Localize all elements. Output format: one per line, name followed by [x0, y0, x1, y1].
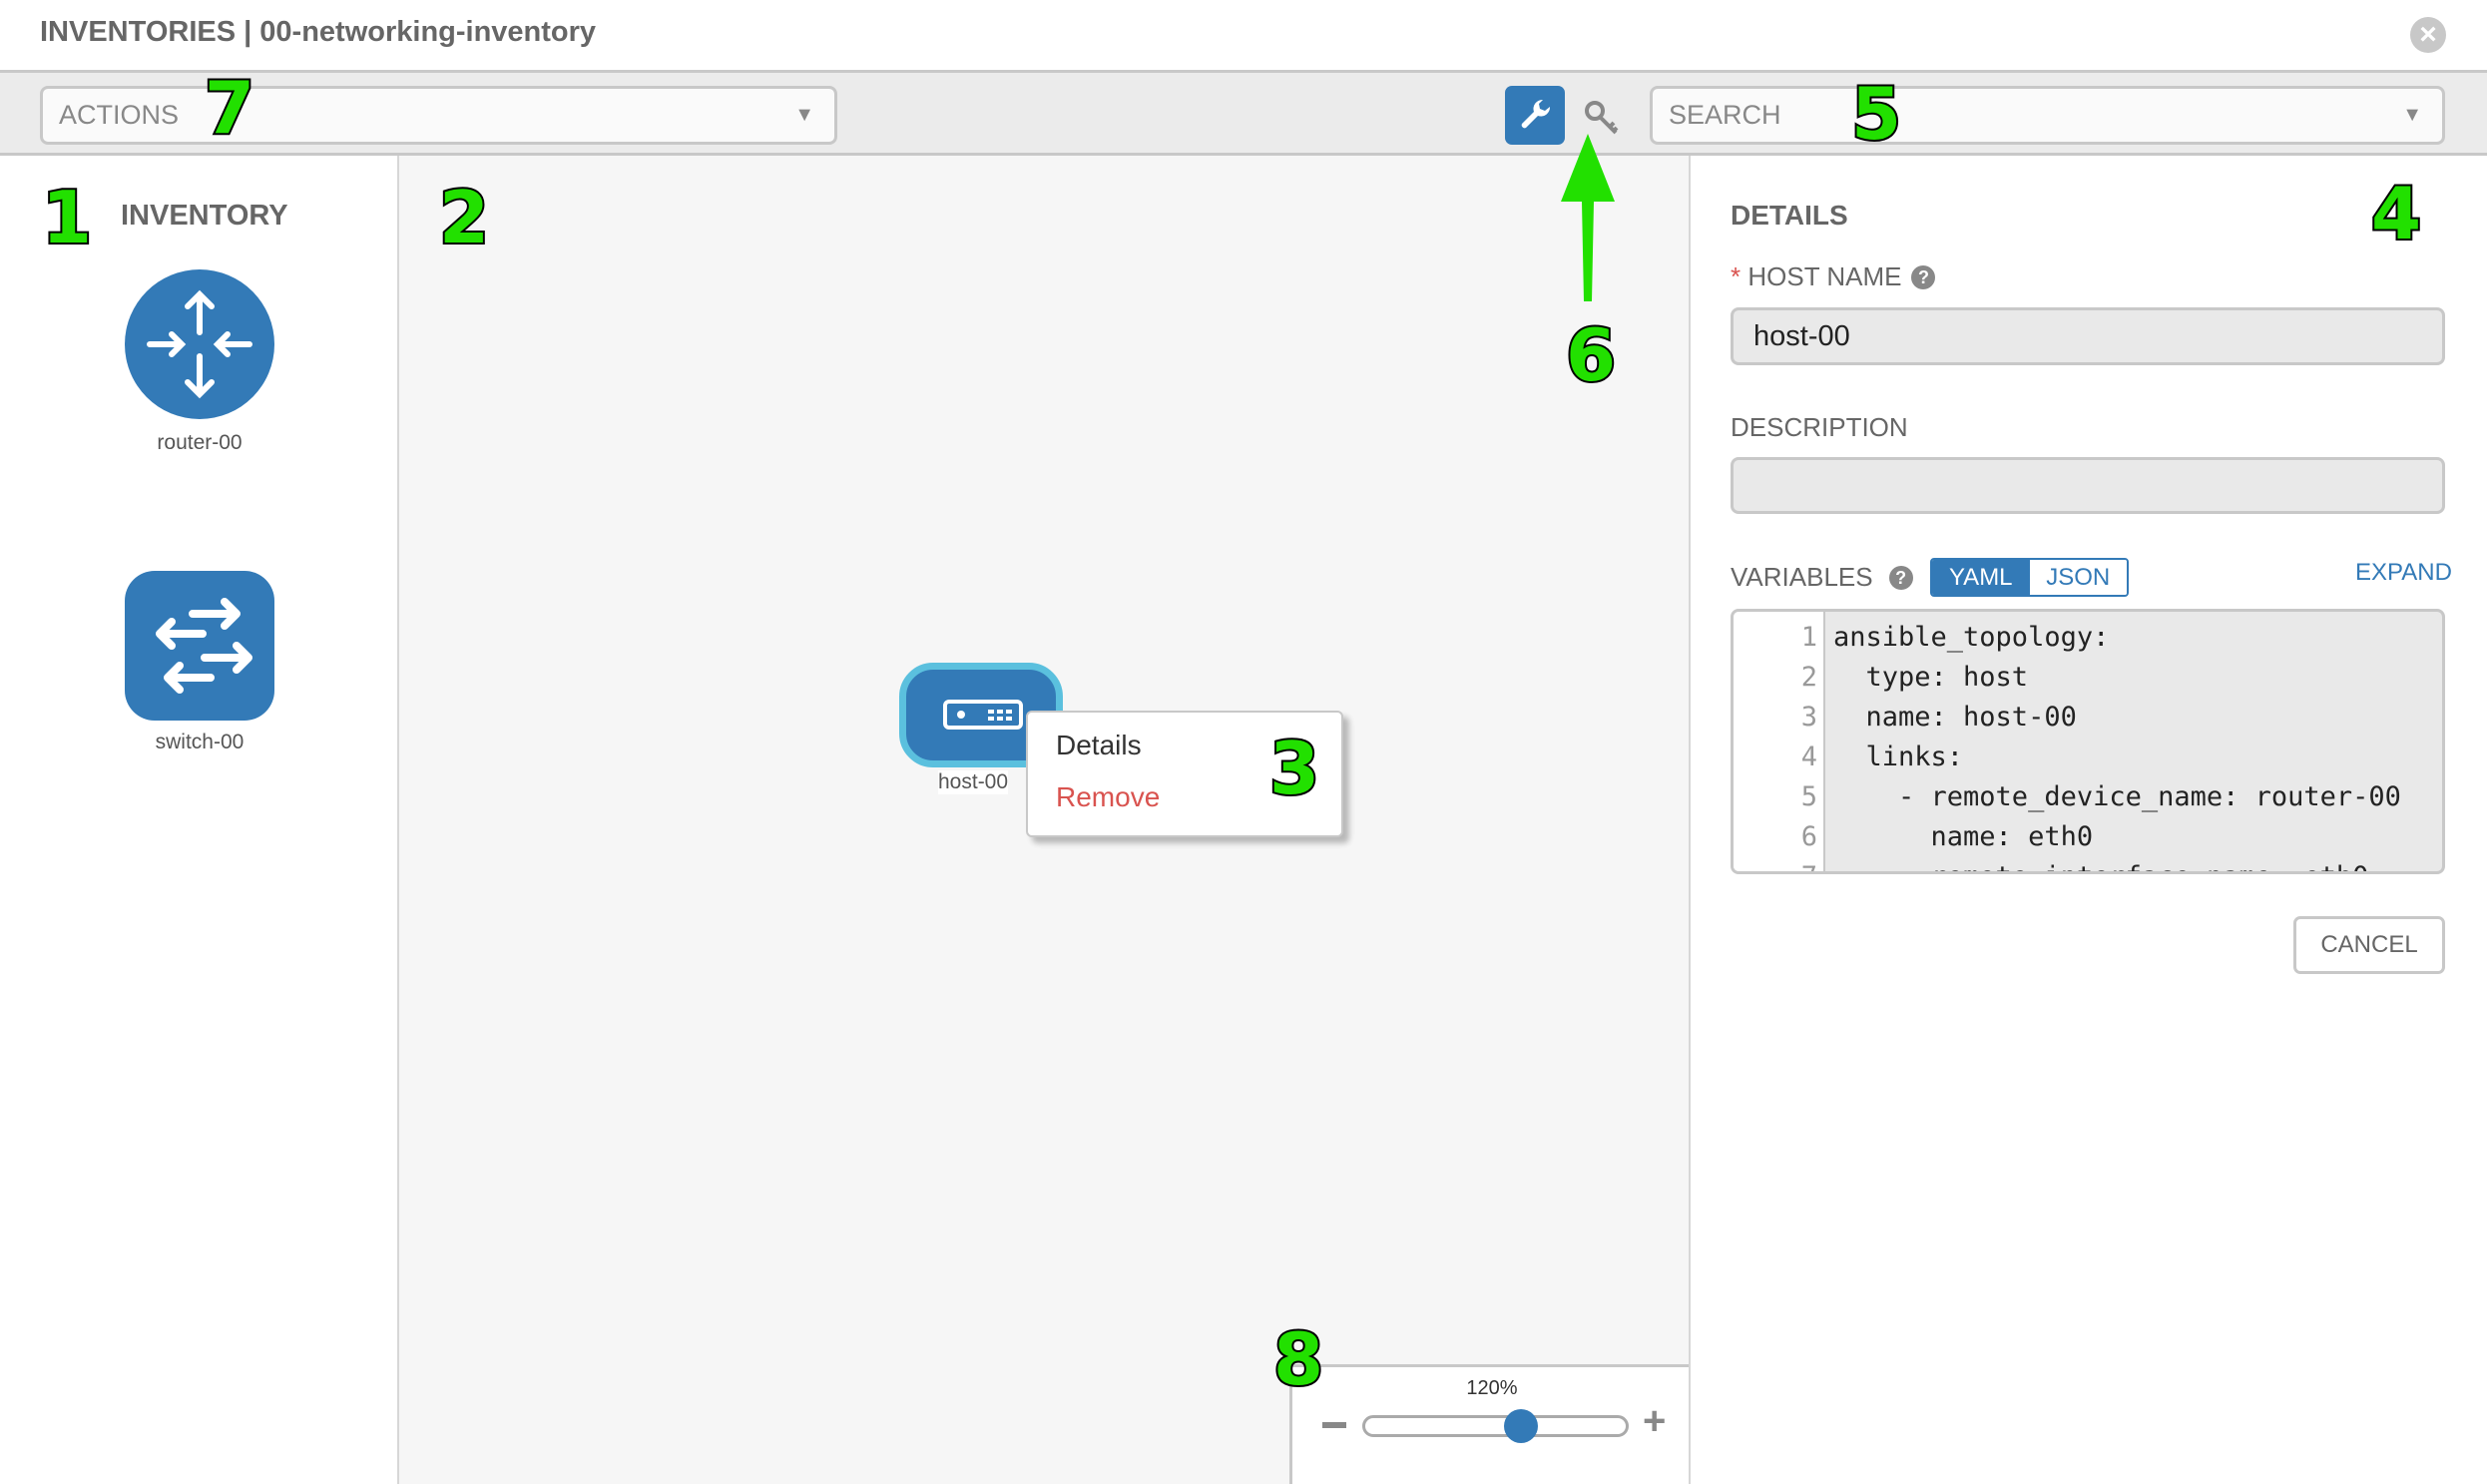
annotation-8: 8: [1271, 1317, 1325, 1401]
annotation-7: 7: [203, 66, 256, 150]
help-icon[interactable]: ?: [1911, 265, 1936, 289]
line-number: 7: [1801, 861, 1817, 871]
line-number: 4: [1800, 742, 1817, 772]
line-number: 3: [1800, 702, 1817, 733]
actions-label: ACTIONS: [59, 100, 180, 130]
line-number: 6: [1800, 821, 1817, 852]
host-name-label: * HOST NAME?: [1731, 261, 1936, 292]
code-line: name: host-00: [1833, 702, 2077, 733]
actions-dropdown[interactable]: ACTIONS ▼: [40, 86, 837, 145]
router-item[interactable]: [125, 269, 274, 419]
zoom-slider-thumb[interactable]: [1504, 1409, 1538, 1443]
code-line: type: host: [1833, 662, 2029, 693]
annotation-4: 4: [2369, 172, 2423, 255]
line-gutter: 1 2 3 4 5 6 7: [1734, 612, 1825, 871]
code-line: links:: [1833, 742, 1964, 772]
inventory-heading: INVENTORY: [121, 200, 288, 232]
annotation-6: 6: [1564, 313, 1618, 397]
menu-item-details[interactable]: Details: [1056, 730, 1142, 760]
menu-item-remove[interactable]: Remove: [1056, 781, 1161, 812]
description-label: DESCRIPTION: [1731, 412, 1908, 442]
code-line: - remote_device_name: router-00: [1833, 781, 2401, 812]
annotation-5: 5: [1849, 72, 1903, 156]
key-button[interactable]: [1580, 96, 1624, 140]
zoom-out-icon[interactable]: [1322, 1422, 1346, 1428]
cancel-button[interactable]: CANCEL: [2293, 916, 2445, 974]
switch-icon: [125, 571, 274, 721]
wrench-icon: [1521, 99, 1551, 129]
line-number: 2: [1800, 662, 1817, 693]
annotation-2: 2: [437, 176, 491, 259]
host-name-input[interactable]: host-00: [1731, 307, 2445, 365]
host-name-text: HOST NAME: [1747, 261, 1902, 291]
variables-text: VARIABLES: [1731, 562, 1873, 592]
context-menu: Details Remove: [1026, 711, 1343, 837]
chevron-down-icon: ▼: [794, 104, 814, 126]
key-icon: [1585, 101, 1619, 135]
code-line: remote_interface_name: eth0: [1833, 861, 2369, 871]
inventory-panel: INVENTORY router-00 switch-00: [0, 156, 399, 1484]
page-title: INVENTORIES | 00-networking-inventory: [40, 16, 597, 48]
wrench-button[interactable]: [1505, 86, 1565, 145]
variables-editor[interactable]: 1 2 3 4 5 6 7 ansible_topology: type: host nam…: [1731, 609, 2445, 874]
zoom-slider[interactable]: [1362, 1415, 1629, 1437]
line-number: 1: [1800, 622, 1817, 653]
router-label: router-00: [157, 431, 243, 454]
search-dropdown[interactable]: SEARCH ▼: [1650, 86, 2445, 145]
annotation-1: 1: [40, 176, 94, 259]
router-icon: [125, 269, 274, 419]
close-icon[interactable]: ×: [2410, 17, 2446, 53]
switch-label: switch-00: [155, 731, 245, 753]
zoom-level: 120%: [1466, 1377, 1518, 1399]
zoom-control: 120% +: [1289, 1364, 1689, 1484]
zoom-in-icon[interactable]: +: [1643, 1399, 1667, 1443]
variables-label: VARIABLES?: [1731, 562, 1913, 593]
required-mark: *: [1731, 261, 1741, 291]
help-icon[interactable]: ?: [1888, 566, 1913, 590]
details-heading: DETAILS: [1731, 200, 1848, 231]
annotation-arrow-icon: [1561, 134, 1615, 301]
server-icon: [943, 700, 1023, 730]
switch-item[interactable]: [125, 571, 274, 721]
code-line: name: eth0: [1833, 821, 2094, 852]
yaml-toggle[interactable]: YAML: [1932, 560, 2030, 595]
annotation-3: 3: [1267, 727, 1321, 810]
search-label: SEARCH: [1669, 100, 1781, 130]
code-line: ansible_topology:: [1833, 622, 2110, 653]
chevron-down-icon: ▼: [2402, 104, 2422, 126]
expand-link[interactable]: EXPAND: [2355, 559, 2452, 586]
header: INVENTORIES | 00-networking-inventory ×: [0, 0, 2487, 73]
host-label: host-00: [938, 770, 1009, 794]
format-toggle: YAML JSON: [1930, 558, 2129, 597]
description-input[interactable]: [1731, 457, 2445, 514]
line-number: 5: [1800, 781, 1817, 812]
json-toggle[interactable]: JSON: [2029, 560, 2127, 595]
